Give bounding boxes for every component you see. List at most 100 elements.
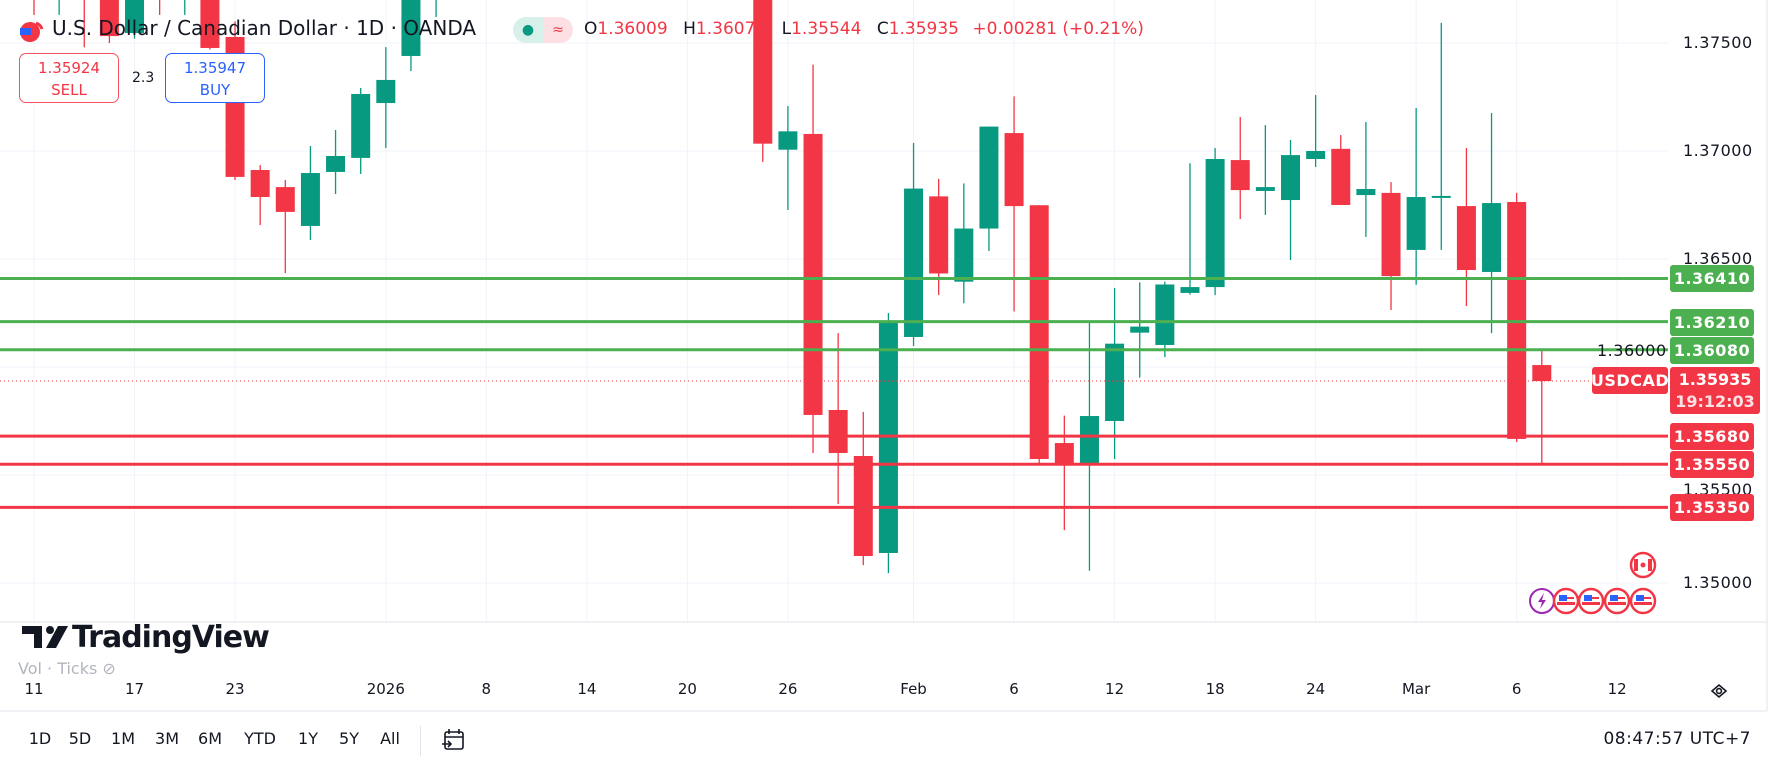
candle [1029,205,1049,466]
candle-body [1205,158,1225,288]
time-axis-label: 18 [1205,680,1225,698]
range-button[interactable]: 1M [111,729,135,748]
tradingview-logo: TradingView [20,620,270,656]
low-label: L [781,19,792,39]
candle [1205,147,1225,296]
range-button[interactable]: 5Y [339,729,359,748]
candle-body [125,0,145,34]
current-price-label: 1.35935 19:12:03 [1670,367,1760,414]
candle [200,0,220,50]
candle [1004,96,1024,312]
close-value: 1.35935 [888,19,960,39]
resistance-level-label: 1.36080 [1670,336,1754,364]
candle [1507,192,1527,442]
sell-button[interactable]: 1.35924 SELL [19,53,119,103]
high-label: H [683,19,696,39]
ohlc-legend: O1.36009 H1.36075 L1.35544 C1.35935 +0.0… [584,19,1144,39]
candle-body [979,126,999,229]
candle [250,165,270,226]
hidden-eye-icon[interactable]: ⊘ [102,659,116,678]
range-button[interactable]: 3M [155,729,179,748]
volume-indicator-legend[interactable]: Vol · Ticks ⊘ [18,659,116,678]
candle [351,87,371,174]
open-label: O [584,19,598,39]
candle [1306,95,1326,167]
canada-event-icon[interactable] [1629,551,1657,583]
chart-settings-icon[interactable] [1708,680,1730,706]
candle-body [351,93,371,158]
candle [326,130,346,194]
candle-body [1079,416,1099,464]
candle [58,0,60,15]
go-to-date-icon[interactable] [441,727,467,757]
candle-body [954,228,974,282]
candle [1281,139,1300,261]
candle-body [753,0,773,144]
range-button[interactable]: YTD [244,729,276,748]
us-event-icon[interactable] [1629,587,1657,619]
open-value: 1.36009 [597,19,668,39]
volume-indicator-label: Vol · Ticks [18,659,98,678]
low-value: 1.35544 [791,19,862,39]
price-axis-label: 1.35500 [1683,480,1753,499]
candle-body [1406,197,1426,250]
range-button[interactable]: All [380,729,400,748]
candle-body [1105,343,1125,421]
time-axis-label: Feb [900,680,927,698]
candle [158,0,161,15]
us-event-icon[interactable] [1577,587,1605,619]
market-status[interactable]: ● ≈ [513,17,573,43]
time-axis-label: 23 [225,680,245,698]
range-button[interactable]: 6M [198,729,222,748]
time-axis-label: 11 [24,680,44,698]
grid [0,0,1668,622]
support-level-label: 1.35350 [1670,494,1754,522]
candle [275,179,295,274]
candle [83,0,85,48]
candle [1356,122,1376,237]
range-button[interactable]: 1Y [298,729,318,748]
candle [803,64,823,453]
candle-body [828,409,848,453]
market-open-dot-icon: ● [513,17,543,43]
us-event-icon[interactable] [1552,587,1580,619]
change-value: +0.00281 (+0.21%) [972,19,1144,39]
candle-body [929,196,949,274]
candle-body [803,133,823,415]
price-axis-label: 1.35000 [1683,573,1753,592]
us-event-icon[interactable] [1603,587,1631,619]
time-axis-label: 17 [124,680,145,698]
time-axis-label: 6 [1009,680,1019,698]
levels [0,276,1668,509]
high-value: 1.36075 [695,19,767,39]
candle [1155,281,1175,358]
tradingview-logo-icon [22,626,68,648]
candle-body [904,188,924,337]
buy-button[interactable]: 1.35947 BUY [165,53,265,103]
time-axis-label: 6 [1511,680,1522,698]
tradingview-wordmark: TradingView [72,620,270,655]
candle [1255,125,1275,215]
candle [376,47,396,148]
candle [878,313,898,574]
range-button[interactable]: 5D [68,729,92,748]
price-axis-label: 1.37500 [1683,33,1753,52]
sell-price: 1.35924 [37,59,101,77]
candle [979,126,999,252]
clock-timezone[interactable]: 08:47:57 UTC+7 [1603,729,1751,749]
candle [435,0,437,18]
candle [954,183,974,304]
candle [1331,135,1351,205]
candle [1406,108,1426,285]
symbol-title[interactable]: U.S. Dollar / Canadian Dollar · 1D · OAN… [52,16,477,40]
price-axis-label: 1.36500 [1683,249,1753,268]
candle [1381,182,1401,310]
range-button[interactable]: 1D [28,729,52,748]
candle-body [778,131,798,150]
candle-body [1230,160,1250,191]
bar-countdown: 19:12:03 [1675,392,1755,411]
candle [184,0,186,15]
time-axis-label: 8 [481,680,492,698]
support-level-label: 1.35680 [1670,423,1754,451]
